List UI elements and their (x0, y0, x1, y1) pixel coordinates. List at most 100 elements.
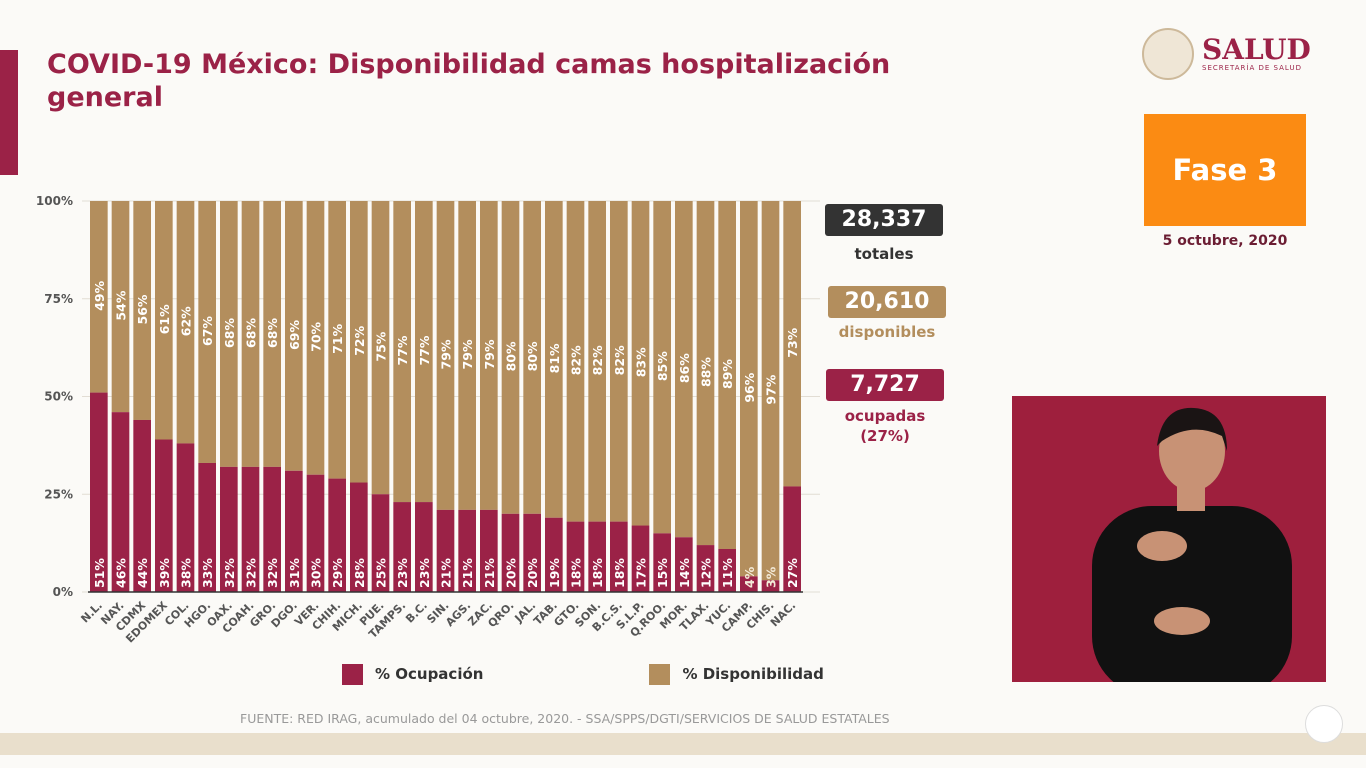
gobierno-seal-icon (1305, 705, 1343, 743)
bar-availability (718, 201, 736, 549)
occupation-label: 39% (157, 558, 172, 588)
availability-label: 86% (677, 353, 692, 383)
bar-occupation (415, 502, 433, 592)
occupied-label: ocupadas (844, 407, 926, 425)
bar-availability (155, 201, 173, 440)
bar-availability (458, 201, 476, 510)
x-tick-label: NAC. (768, 599, 798, 629)
bar-occupation (783, 486, 801, 592)
occupation-label: 18% (590, 558, 605, 588)
availability-label: 89% (720, 359, 735, 389)
availability-label: 61% (157, 304, 172, 334)
bar-occupation (718, 548, 736, 592)
bar-availability (306, 201, 325, 475)
bar-occupation (328, 478, 346, 592)
bar-occupation (675, 537, 693, 592)
bar-availability (220, 201, 238, 467)
legend-swatch-occupation (342, 664, 363, 685)
bar-occupation (263, 466, 281, 592)
bar-availability (740, 201, 758, 577)
bar-availability (393, 201, 411, 503)
accent-bar (0, 50, 18, 175)
availability-label: 56% (135, 294, 150, 324)
bar-occupation (285, 470, 303, 592)
legend-swatch-availability (649, 664, 671, 685)
bar-occupation (501, 513, 520, 592)
bar-availability (631, 201, 650, 526)
occupation-label: 27% (785, 558, 800, 588)
bar-availability (501, 201, 520, 514)
phase-badge: Fase 3 (1144, 114, 1306, 226)
availability-label: 68% (244, 318, 259, 348)
occupation-label: 3% (764, 566, 779, 588)
footer-strip (0, 733, 1366, 755)
report-date: 5 octubre, 2020 (1162, 233, 1288, 249)
occupation-label: 17% (634, 558, 649, 588)
availability-label: 67% (200, 316, 215, 346)
occupation-label: 18% (569, 558, 584, 588)
legend-label-occupation: % Ocupación (375, 665, 484, 683)
x-tick-label: B.C. (403, 599, 430, 626)
legend: % Ocupación % Disponibilidad (342, 664, 824, 685)
occupation-label: 31% (287, 558, 302, 588)
availability-label: 79% (482, 339, 497, 369)
availability-label: 85% (655, 351, 670, 381)
occupation-label: 30% (309, 558, 324, 588)
seal-icon (1142, 28, 1194, 80)
availability-label: 81% (547, 343, 562, 373)
availability-label: 68% (265, 318, 280, 348)
logo-name: SALUD (1202, 33, 1311, 66)
occupation-label: 18% (612, 558, 627, 588)
bar-availability (328, 201, 346, 479)
y-tick-label: 0% (53, 585, 73, 599)
availability-label: 70% (309, 321, 324, 351)
bar-occupation (545, 517, 563, 592)
bar-availability (783, 201, 801, 487)
availability-label: 49% (92, 280, 107, 310)
bar-availability (371, 201, 390, 495)
availability-label: 54% (114, 290, 129, 320)
occupation-label: 11% (720, 558, 735, 588)
y-tick-label: 100% (36, 194, 73, 208)
bar-availability (111, 201, 130, 413)
bar-availability (653, 201, 671, 534)
availability-label: 79% (460, 339, 475, 369)
availability-label: 80% (504, 341, 519, 371)
occupation-label: 28% (352, 558, 367, 588)
bar-occupation (566, 521, 585, 592)
bar-occupation (588, 521, 606, 592)
interpreter-figure (1092, 407, 1292, 682)
occupation-label: 12% (699, 558, 714, 588)
bar-availability (566, 201, 585, 522)
availability-label: 73% (785, 327, 800, 357)
bar-availability (480, 201, 498, 510)
occupation-label: 32% (265, 558, 280, 588)
bar-availability (176, 201, 195, 444)
bar-availability (241, 201, 260, 467)
bar-availability (133, 201, 151, 420)
bar-occupation (306, 474, 325, 592)
availability-label: 80% (525, 341, 540, 371)
total-label: totales (854, 245, 914, 263)
x-tick-label: AGS. (443, 599, 473, 629)
occupation-label: 51% (92, 558, 107, 588)
occupation-label: 44% (135, 558, 150, 588)
availability-label: 77% (395, 335, 410, 365)
bar-occupation (631, 525, 650, 592)
occupation-label: 25% (374, 558, 389, 588)
occupation-label: 20% (504, 558, 519, 588)
bar-occupation (350, 482, 368, 592)
bar-availability (285, 201, 303, 471)
y-tick-label: 25% (44, 487, 73, 501)
occupation-label: 21% (439, 558, 454, 588)
bar-availability (675, 201, 693, 538)
availability-label: 68% (222, 318, 237, 348)
occupation-label: 29% (330, 558, 345, 588)
availability-label: 88% (699, 357, 714, 387)
occupation-label: 21% (460, 558, 475, 588)
bar-occupation (155, 439, 173, 592)
occupation-label: 20% (525, 558, 540, 588)
availability-label: 79% (439, 339, 454, 369)
bar-occupation (610, 521, 628, 592)
bar-availability (696, 201, 715, 546)
